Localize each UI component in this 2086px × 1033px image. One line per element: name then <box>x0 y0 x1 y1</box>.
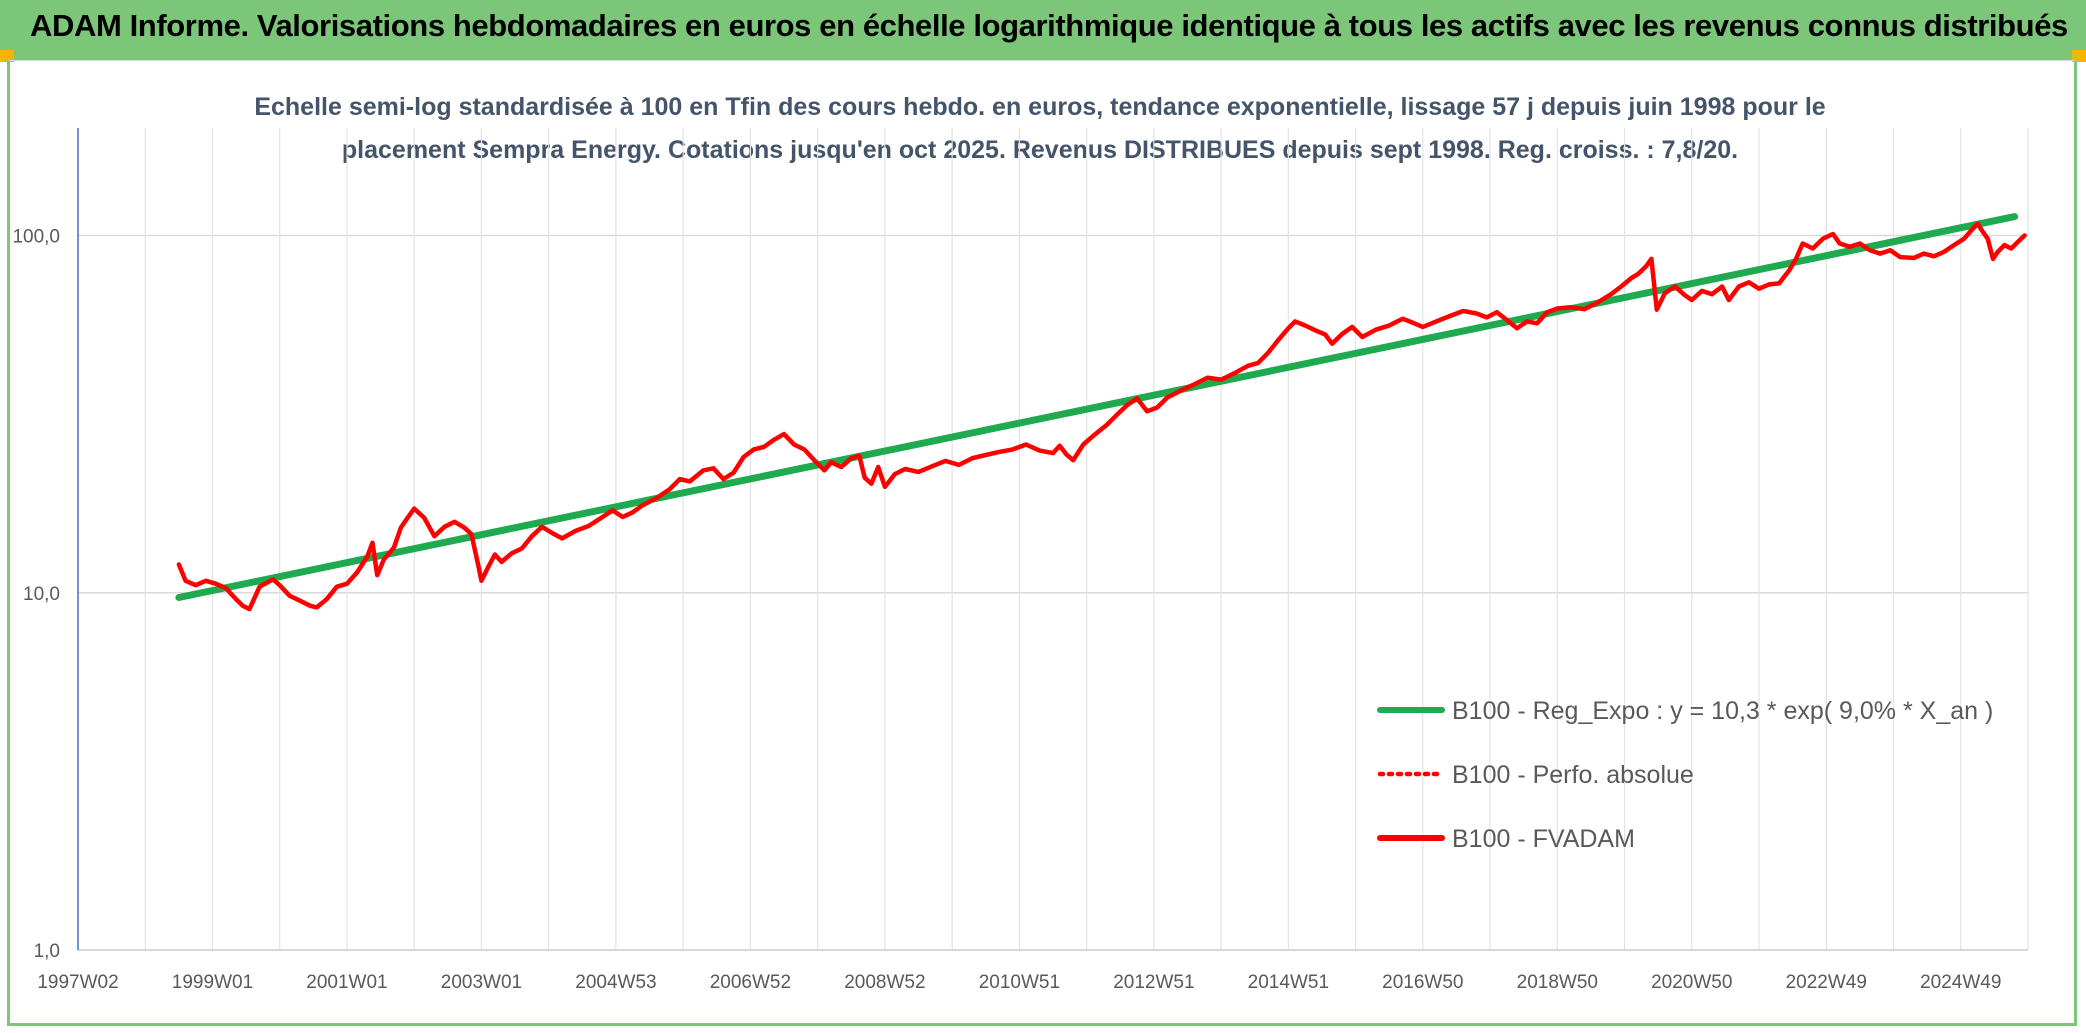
chart-frame <box>7 60 2077 1026</box>
report-banner: ADAM Informe. Valorisations hebdomadaire… <box>0 0 2086 60</box>
corner-marker-right <box>2072 50 2086 62</box>
trend-line <box>175 213 2019 601</box>
subtitle-line-2: placement Sempra Energy. Cotations jusqu… <box>342 136 1738 164</box>
y-tick-label: 10,0 <box>23 584 60 605</box>
y-tick-label: 100,0 <box>12 227 60 248</box>
x-tick-label: 2024W49 <box>1920 972 2001 993</box>
x-tick-label: 2012W51 <box>1113 972 1194 993</box>
x-tick-label: 1999W01 <box>172 972 253 993</box>
corner-marker-left <box>0 50 14 62</box>
x-tick-label: 2016W50 <box>1382 972 1463 993</box>
subtitle-line-1: Echelle semi-log standardisée à 100 en T… <box>254 93 1825 121</box>
series-line-2 <box>176 221 2027 612</box>
report-title: ADAM Informe. Valorisations hebdomadaire… <box>30 8 2068 43</box>
legend[interactable]: B100 - Reg_Expo : y = 10,3 * exp( 9,0% *… <box>1377 697 1993 853</box>
x-tick-label: 2020W50 <box>1651 972 1732 993</box>
x-tick-label: 2022W49 <box>1786 972 1867 993</box>
chart-subtitle: Echelle semi-log standardisée à 100 en T… <box>254 93 1825 164</box>
y-tick-labels: 1,0 10,0 100,0 <box>12 227 60 962</box>
x-tick-label: 2001W01 <box>306 972 387 993</box>
legend-label-1: B100 - Perfo. absolue <box>1452 761 1694 789</box>
x-tick-label: 2006W52 <box>710 972 791 993</box>
x-tick-label: 2003W01 <box>441 972 522 993</box>
x-tick-label: 2004W53 <box>575 972 656 993</box>
x-tick-labels: 1997W02 1999W01 2001W01 2003W01 2004W53 2006W… <box>37 972 2001 993</box>
y-tick-label: 1,0 <box>34 941 60 962</box>
x-tick-label: 2008W52 <box>844 972 925 993</box>
legend-label-0: B100 - Reg_Expo : y = 10,3 * exp( 9,0% *… <box>1452 697 1993 725</box>
gridlines <box>77 128 2029 951</box>
x-tick-label: 2018W50 <box>1517 972 1598 993</box>
x-tick-label: 1997W02 <box>37 972 118 993</box>
legend-label-2: B100 - FVADAM <box>1452 825 1635 853</box>
x-tick-label: 2010W51 <box>979 972 1060 993</box>
series-layer <box>175 213 2027 612</box>
x-tick-label: 2014W51 <box>1248 972 1329 993</box>
